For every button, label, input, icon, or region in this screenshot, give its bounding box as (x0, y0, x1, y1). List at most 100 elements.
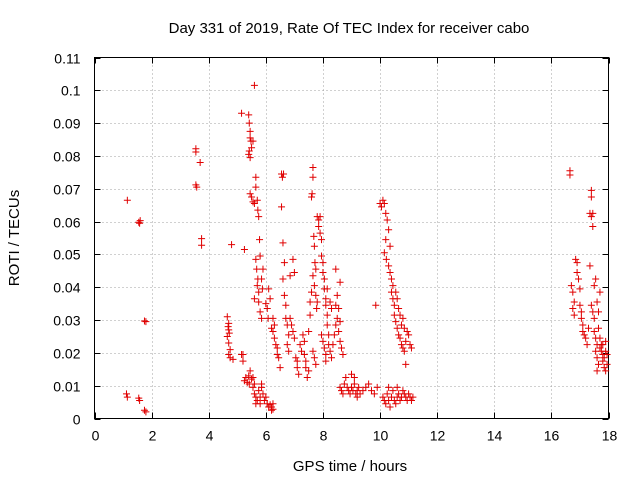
data-point (570, 298, 578, 306)
data-point (329, 341, 337, 349)
data-point (259, 265, 267, 273)
data-point (575, 275, 583, 283)
data-point (599, 357, 607, 365)
data-point (308, 193, 316, 201)
data-point (123, 393, 131, 401)
x-tick-label: 6 (263, 428, 271, 444)
data-point (596, 344, 604, 352)
data-point (353, 393, 361, 401)
data-point (389, 282, 397, 290)
data-point (255, 288, 263, 296)
data-point (348, 370, 355, 378)
data-point (256, 400, 264, 408)
data-point (316, 213, 324, 221)
data-point (246, 134, 254, 142)
data-point (340, 380, 348, 388)
data-point (196, 159, 204, 167)
data-point (392, 288, 400, 296)
data-point (387, 275, 395, 283)
data-point (279, 239, 287, 247)
data-point (280, 170, 288, 178)
data-point (140, 317, 148, 325)
data-point (399, 344, 407, 352)
data-point (313, 298, 321, 306)
data-point (396, 396, 404, 404)
data-point (250, 380, 258, 388)
data-point (136, 396, 144, 404)
data-point (382, 209, 390, 217)
data-point (339, 390, 347, 398)
data-point (572, 255, 580, 263)
data-point (323, 321, 331, 329)
data-point (365, 380, 373, 388)
data-point (397, 321, 405, 329)
plot-frame (94, 57, 609, 419)
data-point (288, 321, 296, 329)
data-point (248, 193, 256, 201)
data-point (382, 236, 390, 244)
data-point (400, 324, 408, 332)
data-point (576, 285, 584, 293)
data-point (390, 301, 398, 309)
data-point (350, 380, 358, 388)
data-point (269, 405, 277, 413)
data-point (300, 337, 308, 345)
data-point (409, 393, 417, 401)
data-point (362, 383, 370, 391)
data-point (239, 351, 247, 359)
data-point (122, 390, 130, 398)
x-tick-label: 8 (320, 428, 328, 444)
data-point (303, 373, 311, 381)
data-point (252, 183, 260, 191)
data-point (270, 321, 278, 329)
data-point (273, 351, 281, 359)
data-point (322, 357, 330, 365)
data-point (250, 81, 258, 89)
data-point (305, 367, 313, 375)
data-point (265, 285, 273, 293)
data-point (573, 268, 581, 276)
data-point (285, 347, 293, 355)
data-point (302, 357, 310, 365)
data-point (335, 328, 343, 336)
data-point (135, 218, 143, 226)
data-point (309, 163, 317, 171)
data-point (586, 262, 594, 270)
data-point (246, 367, 254, 375)
data-point (240, 377, 248, 385)
data-point (407, 344, 415, 352)
data-point (593, 298, 601, 306)
data-point (302, 364, 310, 372)
data-point (293, 357, 301, 365)
data-point (310, 242, 318, 250)
data-point (272, 341, 280, 349)
y-tick-label: 0.01 (53, 379, 80, 395)
data-point (312, 291, 320, 299)
data-point (602, 367, 610, 375)
data-point (255, 213, 263, 221)
data-point (599, 341, 607, 349)
data-point (386, 403, 394, 411)
data-point (253, 196, 261, 204)
data-point (248, 375, 256, 383)
data-point (386, 268, 394, 276)
data-point (255, 387, 263, 395)
data-point (192, 148, 200, 156)
data-point (336, 337, 344, 345)
grid-lines (94, 57, 609, 419)
data-point (385, 383, 393, 391)
data-point (286, 272, 294, 280)
data-point (319, 259, 327, 267)
chart-title: Day 331 of 2019, Rate Of TEC Index for r… (169, 20, 530, 37)
data-point (383, 390, 391, 398)
data-point (602, 347, 610, 355)
data-point (579, 328, 587, 336)
data-point (310, 232, 318, 240)
data-point (282, 301, 290, 309)
data-point (193, 183, 201, 191)
data-point (254, 206, 262, 214)
data-point (225, 339, 233, 347)
data-point (270, 334, 278, 342)
data-point (253, 282, 261, 290)
y-tick-label: 0.1 (61, 83, 81, 99)
